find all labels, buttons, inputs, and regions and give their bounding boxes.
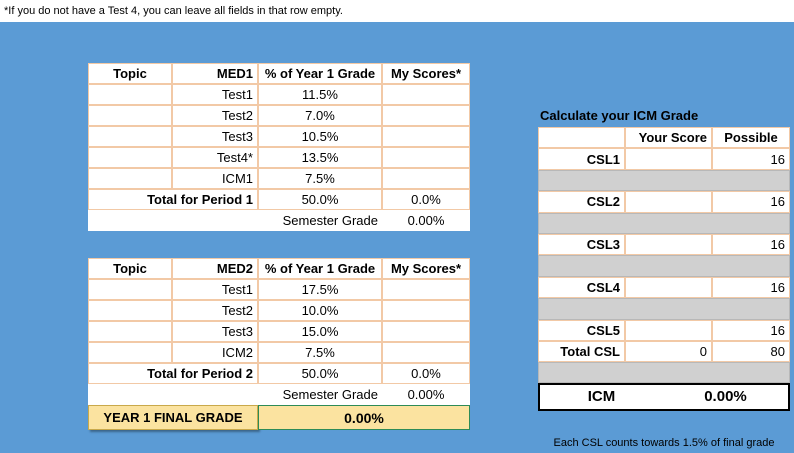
possible: 16 <box>712 319 790 341</box>
topic-cell: Test3 <box>172 126 258 147</box>
spacer-row <box>538 298 790 320</box>
weight-cell: 7.5% <box>258 168 382 189</box>
header-cell: MED1 <box>172 63 258 84</box>
score-input[interactable] <box>382 105 470 126</box>
semester-grade: 0.00% <box>382 384 470 405</box>
icm-label: ICM <box>538 382 663 411</box>
weight-cell: 7.5% <box>258 342 382 363</box>
topic-cell: Test2 <box>172 105 258 126</box>
total-weight: 50.0% <box>258 189 382 210</box>
score-input[interactable] <box>625 276 712 299</box>
empty-cell[interactable] <box>88 147 172 168</box>
empty-cell[interactable] <box>88 342 172 363</box>
score-input[interactable] <box>382 342 470 363</box>
score-input[interactable] <box>625 319 712 341</box>
semester-grade: 0.00% <box>382 210 470 231</box>
score-input[interactable] <box>382 321 470 342</box>
topic-cell: ICM1 <box>172 168 258 189</box>
csl-label: CSL1 <box>538 148 625 170</box>
empty-cell[interactable] <box>88 105 172 126</box>
empty-cell[interactable] <box>88 321 172 342</box>
weight-cell: 11.5% <box>258 84 382 105</box>
score-input[interactable] <box>382 300 470 321</box>
header-cell: MED2 <box>172 258 258 279</box>
empty-cell[interactable] <box>88 126 172 147</box>
blank[interactable] <box>538 127 625 149</box>
score-input[interactable] <box>382 84 470 105</box>
total-weight: 50.0% <box>258 363 382 384</box>
semester-label: Semester Grade <box>258 210 382 231</box>
score-input[interactable] <box>382 147 470 168</box>
total-label: Total CSL <box>538 341 625 363</box>
topic-cell: Test3 <box>172 321 258 342</box>
header-cell: Topic <box>88 258 172 279</box>
header-cell: % of Year 1 Grade <box>258 63 382 84</box>
total-score: 0 <box>625 341 712 363</box>
final-label: YEAR 1 FINAL GRADE <box>88 405 258 430</box>
header-cell: % of Year 1 Grade <box>258 258 382 279</box>
icm-footnote: Each CSL counts towards 1.5% of final gr… <box>553 436 775 449</box>
topic-cell: Test1 <box>172 84 258 105</box>
empty-cell[interactable] <box>88 84 172 105</box>
csl-label: CSL2 <box>538 191 625 213</box>
spacer-row <box>538 362 790 383</box>
header-cell: Possible <box>712 127 790 149</box>
weight-cell: 10.0% <box>258 300 382 321</box>
weight-cell: 17.5% <box>258 279 382 300</box>
topic-cell: Test4* <box>172 147 258 168</box>
score-input[interactable] <box>625 234 712 256</box>
score-input[interactable] <box>382 279 470 300</box>
final-grade: 0.00% <box>258 405 470 430</box>
csl-label: CSL4 <box>538 276 625 299</box>
header-cell: Topic <box>88 63 172 84</box>
weight-cell: 7.0% <box>258 105 382 126</box>
total-score: 0.0% <box>382 363 470 384</box>
score-input[interactable] <box>382 126 470 147</box>
header-cell: My Scores* <box>382 258 470 279</box>
possible: 16 <box>712 276 790 299</box>
topic-cell: Test1 <box>172 279 258 300</box>
total-score: 0.0% <box>382 189 470 210</box>
total-label: Total for Period 2 <box>88 363 258 384</box>
weight-cell: 13.5% <box>258 147 382 168</box>
icm-title: Calculate your ICM Grade <box>540 107 699 123</box>
header-cell: My Scores* <box>382 63 470 84</box>
semester-label: Semester Grade <box>258 384 382 405</box>
empty-cell[interactable] <box>88 279 172 300</box>
spacer-row <box>538 255 790 277</box>
blank <box>88 210 258 231</box>
score-input[interactable] <box>625 191 712 213</box>
total-possible: 80 <box>712 341 790 363</box>
topic-cell: Test2 <box>172 300 258 321</box>
spacer-row <box>538 212 790 234</box>
possible: 16 <box>712 148 790 170</box>
empty-cell[interactable] <box>88 168 172 189</box>
possible: 16 <box>712 234 790 256</box>
empty-cell[interactable] <box>88 300 172 321</box>
blank <box>88 384 258 405</box>
spacer-row <box>538 169 790 192</box>
icm-grade: 0.00% <box>663 382 790 411</box>
weight-cell: 15.0% <box>258 321 382 342</box>
note: *If you do not have a Test 4, you can le… <box>0 0 794 22</box>
score-input[interactable] <box>382 168 470 189</box>
possible: 16 <box>712 191 790 213</box>
csl-label: CSL5 <box>538 319 625 341</box>
csl-label: CSL3 <box>538 234 625 256</box>
total-label: Total for Period 1 <box>88 189 258 210</box>
header-cell: Your Score <box>625 127 712 149</box>
score-input[interactable] <box>625 148 712 170</box>
topic-cell: ICM2 <box>172 342 258 363</box>
weight-cell: 10.5% <box>258 126 382 147</box>
